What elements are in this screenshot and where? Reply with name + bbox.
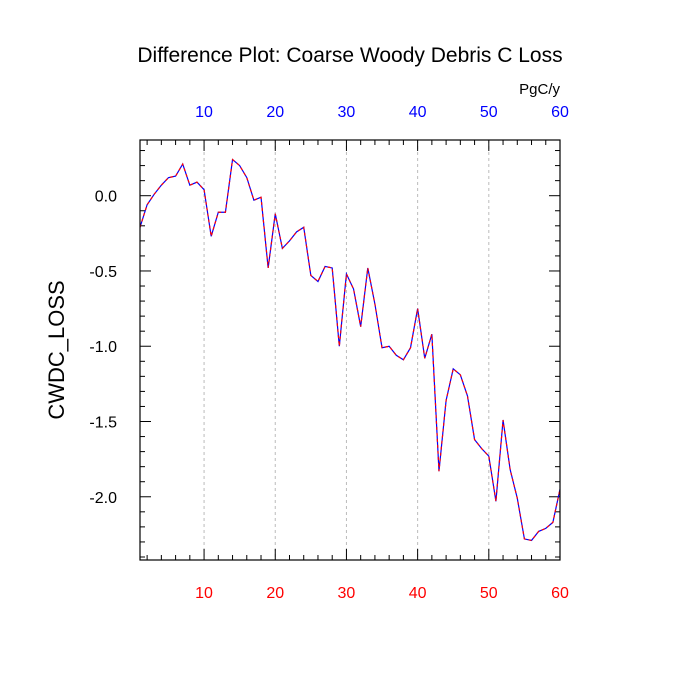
x-tick-label-top-10: 10 — [195, 104, 213, 121]
x-tick-label-bottom-10: 10 — [195, 585, 213, 602]
series-lines — [139, 158, 561, 542]
axis-ticks — [140, 140, 561, 560]
plot-frame — [139, 139, 561, 561]
chart-title: Difference Plot: Coarse Woody Debris C L… — [137, 44, 562, 67]
x-tick-label-bottom-60: 60 — [551, 585, 569, 602]
x-tick-label-bottom-40: 40 — [409, 585, 427, 602]
series-line-blue-0 — [139, 158, 561, 542]
y-axis-label: CWDC_LOSS — [44, 280, 69, 419]
x-tick-label-top-30: 30 — [338, 104, 356, 121]
series-line-red-0 — [139, 158, 561, 542]
y-tick-label--1.0: -1.0 — [89, 339, 117, 356]
x-tick-label-bottom-50: 50 — [480, 585, 498, 602]
y-tick-label--0.5: -0.5 — [89, 264, 117, 281]
tick-labels: 10 10 20 20 30 30 40 40 50 50 60 60 0.0 -0.5 -1.0 -1.5 -… — [89, 104, 569, 602]
x-tick-label-top-60: 60 — [551, 104, 569, 121]
y-tick-label-0.0: 0.0 — [95, 189, 117, 206]
grid-lines — [203, 140, 490, 560]
x-tick-label-bottom-30: 30 — [338, 585, 356, 602]
x-tick-label-top-50: 50 — [480, 104, 498, 121]
y-tick-label--2.0: -2.0 — [89, 490, 117, 507]
x-tick-label-bottom-20: 20 — [266, 585, 284, 602]
y-tick-label--1.5: -1.5 — [89, 415, 117, 432]
top-axis-units: PgC/y — [519, 81, 560, 98]
x-tick-label-top-20: 20 — [266, 104, 284, 121]
x-tick-label-top-40: 40 — [409, 104, 427, 121]
